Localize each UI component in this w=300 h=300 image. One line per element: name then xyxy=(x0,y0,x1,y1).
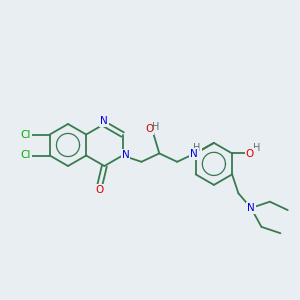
Text: N: N xyxy=(247,203,255,213)
Text: N: N xyxy=(190,149,198,159)
Text: Cl: Cl xyxy=(21,130,31,140)
Text: O: O xyxy=(95,185,103,195)
Text: Cl: Cl xyxy=(21,151,31,160)
Text: N: N xyxy=(122,151,129,160)
Text: H: H xyxy=(253,143,261,153)
Text: N: N xyxy=(100,116,108,126)
Text: H: H xyxy=(193,143,201,153)
Text: O: O xyxy=(145,124,153,134)
Text: O: O xyxy=(246,149,254,159)
Text: H: H xyxy=(152,122,160,132)
